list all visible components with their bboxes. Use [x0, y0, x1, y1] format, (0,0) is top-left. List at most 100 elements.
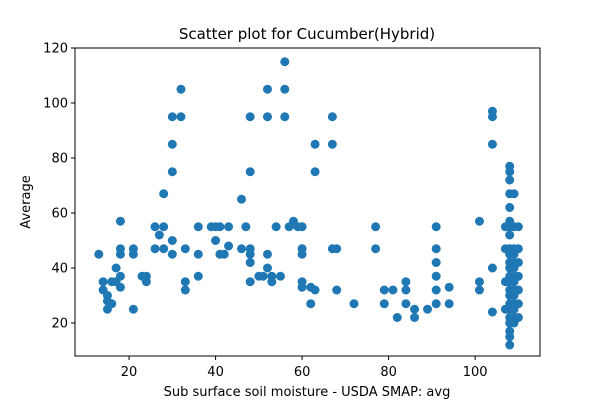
data-point — [332, 285, 342, 295]
data-point — [327, 112, 337, 122]
y-axis-label: Average — [19, 175, 34, 228]
data-point — [509, 189, 519, 199]
data-point — [297, 282, 307, 292]
data-point — [487, 112, 497, 122]
y-tick-label: 100 — [43, 97, 68, 112]
data-point — [401, 285, 411, 295]
data-point — [271, 222, 281, 232]
data-point — [154, 230, 164, 240]
data-point — [111, 263, 121, 273]
data-point — [215, 222, 225, 232]
data-point — [115, 244, 125, 254]
data-point — [392, 313, 402, 322]
data-point — [224, 241, 234, 251]
data-point — [167, 112, 177, 122]
data-point — [349, 299, 359, 309]
data-point — [180, 285, 190, 295]
data-point — [267, 271, 277, 281]
data-point — [388, 285, 398, 295]
data-point — [128, 249, 138, 259]
data-point — [241, 222, 251, 232]
data-point — [297, 249, 307, 259]
data-point — [98, 277, 108, 287]
y-tick-label: 80 — [51, 152, 68, 167]
data-point — [379, 299, 389, 309]
data-point — [306, 299, 316, 309]
data-point — [262, 112, 272, 122]
data-point — [444, 299, 454, 309]
data-point — [401, 299, 411, 309]
data-point — [280, 112, 290, 122]
x-tick-label: 40 — [207, 365, 224, 380]
data-point — [371, 244, 381, 254]
data-point — [176, 84, 186, 94]
data-point — [431, 299, 441, 309]
data-point — [410, 313, 420, 322]
data-point — [262, 263, 272, 273]
data-point — [102, 291, 112, 300]
data-point — [513, 244, 523, 254]
data-point — [513, 271, 523, 281]
data-point — [193, 249, 203, 259]
y-tick-label: 60 — [51, 207, 68, 222]
data-point — [115, 282, 125, 292]
data-point — [262, 84, 272, 94]
data-point — [167, 167, 177, 177]
data-point — [224, 222, 234, 232]
data-point — [211, 236, 221, 245]
data-point — [505, 230, 515, 240]
data-point — [505, 175, 515, 185]
data-point — [371, 222, 381, 232]
data-point — [245, 249, 255, 259]
data-point — [280, 57, 290, 67]
data-point — [487, 139, 497, 149]
data-point — [505, 203, 515, 212]
data-points — [94, 57, 523, 350]
data-point — [513, 222, 523, 232]
data-point — [141, 277, 151, 287]
y-tick-label: 40 — [51, 262, 68, 277]
data-point — [159, 189, 169, 199]
data-point — [474, 277, 484, 287]
data-point — [505, 340, 515, 350]
data-point — [180, 244, 190, 254]
data-point — [258, 271, 268, 281]
x-axis-ticks: 20 40 60 80 100 — [121, 356, 488, 380]
chart-title: Scatter plot for Cucumber(Hybrid) — [179, 25, 435, 43]
x-tick-label: 80 — [380, 365, 397, 380]
data-point — [474, 216, 484, 226]
x-tick-label: 60 — [294, 365, 311, 380]
data-point — [150, 222, 160, 232]
data-point — [167, 249, 177, 259]
data-point — [423, 304, 433, 314]
data-point — [237, 194, 247, 204]
data-point — [487, 307, 497, 317]
data-point — [431, 285, 441, 295]
data-point — [245, 167, 255, 177]
data-point — [193, 222, 203, 232]
data-point — [167, 139, 177, 149]
data-point — [505, 332, 515, 342]
data-point — [262, 249, 272, 259]
data-point — [107, 299, 117, 309]
data-point — [444, 282, 454, 292]
data-point — [332, 244, 342, 254]
data-point — [505, 167, 515, 177]
data-point — [245, 277, 255, 287]
data-point — [310, 167, 320, 177]
data-point — [379, 285, 389, 295]
y-axis-ticks: 20 40 60 80 100 120 — [43, 42, 75, 332]
data-point — [310, 139, 320, 149]
data-point — [94, 249, 104, 259]
data-point — [159, 244, 169, 254]
data-point — [513, 285, 523, 295]
data-point — [245, 258, 255, 267]
data-point — [245, 112, 255, 122]
data-point — [431, 258, 441, 267]
y-tick-label: 120 — [43, 42, 68, 57]
x-axis-label: Sub surface soil moisture - USDA SMAP: a… — [164, 385, 451, 400]
data-point — [176, 112, 186, 122]
data-point — [297, 222, 307, 232]
data-point — [280, 84, 290, 94]
